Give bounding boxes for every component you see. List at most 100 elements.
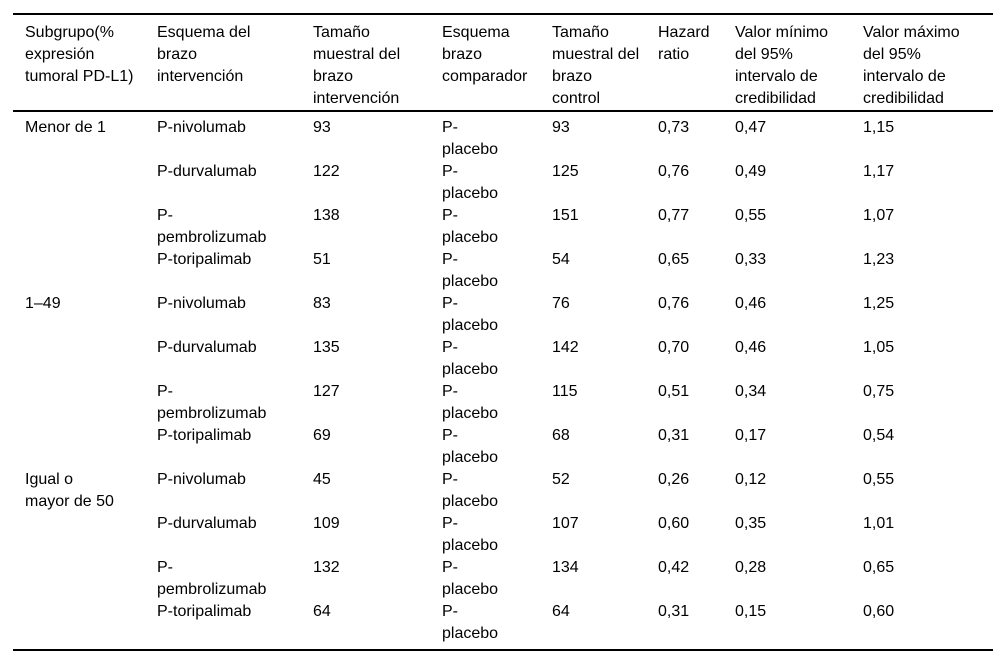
cell-n-control: 151	[552, 207, 579, 224]
cell-hazard-ratio: 0,70	[658, 339, 690, 356]
cell-ci-max: 0,75	[863, 383, 895, 400]
cell-n-intervention: 138	[313, 207, 340, 224]
cell-ci-max: 1,07	[863, 207, 895, 224]
cell-n-intervention: 93	[313, 119, 331, 136]
cell-n-control: 54	[552, 251, 570, 268]
cell-comparator: P- placebo	[442, 251, 499, 290]
column-header-hazard-ratio: Hazard ratio	[646, 14, 723, 112]
table-body: Menor de 1 P-nivolumab 93 P- placebo 93 0,73 0…	[13, 111, 993, 650]
table-row: P- pembrolizumab 132 P- placebo 134 0,42 0,28…	[13, 557, 993, 601]
cell-comparator: P- placebo	[442, 515, 499, 554]
cell-intervention: P-durvalumab	[157, 339, 257, 356]
cell-n-intervention: 51	[313, 251, 331, 268]
cell-subgroup	[13, 601, 145, 650]
cell-ci-max: 1,05	[863, 339, 895, 356]
cell-intervention: P-durvalumab	[157, 163, 257, 180]
cell-subgroup	[13, 381, 145, 425]
cell-subgroup: Menor de 1	[25, 119, 106, 136]
cell-hazard-ratio: 0,31	[658, 603, 690, 620]
cell-ci-min: 0,55	[735, 207, 767, 224]
cell-hazard-ratio: 0,51	[658, 383, 690, 400]
cell-intervention: P- pembrolizumab	[157, 207, 267, 246]
cell-ci-max: 0,60	[863, 603, 895, 620]
cell-subgroup	[13, 205, 145, 249]
cell-comparator: P- placebo	[442, 339, 499, 378]
column-header-ci-max: Valor máximo del 95% intervalo de credib…	[851, 14, 993, 112]
cell-n-intervention: 127	[313, 383, 340, 400]
cell-intervention: P-durvalumab	[157, 515, 257, 532]
cell-comparator: P- placebo	[442, 119, 499, 158]
cell-subgroup	[13, 161, 145, 205]
cell-intervention: P-toripalimab	[157, 427, 252, 444]
column-header-control-sample-size: Tamaño muestral del brazo control	[540, 14, 646, 112]
cell-intervention: P- pembrolizumab	[157, 383, 267, 422]
cell-intervention: P-nivolumab	[157, 471, 246, 488]
cell-hazard-ratio: 0,26	[658, 471, 690, 488]
table-header-row: Subgrupo(% expresión tumoral PD-L1) Esqu…	[13, 14, 993, 112]
cell-n-intervention: 132	[313, 559, 340, 576]
table-row: Igual o mayor de 50 P-nivolumab 45 P- place…	[13, 469, 993, 513]
cell-ci-max: 0,54	[863, 427, 895, 444]
cell-hazard-ratio: 0,77	[658, 207, 690, 224]
cell-comparator: P- placebo	[442, 163, 499, 202]
cell-subgroup: Igual o mayor de 50	[25, 471, 114, 510]
cell-intervention: P-toripalimab	[157, 251, 252, 268]
cell-subgroup	[13, 513, 145, 557]
cell-ci-min: 0,47	[735, 119, 767, 136]
column-header-subgroup: Subgrupo(% expresión tumoral PD-L1)	[13, 14, 145, 112]
cell-hazard-ratio: 0,31	[658, 427, 690, 444]
column-header-intervention-sample-size: Tamaño muestral del brazo intervención	[301, 14, 430, 112]
cell-ci-min: 0,34	[735, 383, 767, 400]
cell-n-intervention: 122	[313, 163, 340, 180]
cell-ci-min: 0,33	[735, 251, 767, 268]
cell-n-intervention: 45	[313, 471, 331, 488]
cell-ci-min: 0,49	[735, 163, 767, 180]
cell-n-control: 52	[552, 471, 570, 488]
table-row: P-toripalimab 51 P- placebo 54 0,65 0,33 1,23	[13, 249, 993, 293]
cell-ci-max: 1,01	[863, 515, 895, 532]
cell-subgroup	[13, 337, 145, 381]
cell-subgroup	[13, 425, 145, 469]
cell-ci-max: 0,65	[863, 559, 895, 576]
cell-n-control: 64	[552, 603, 570, 620]
column-header-intervention-scheme: Esquema del brazo intervención	[145, 14, 301, 112]
cell-hazard-ratio: 0,60	[658, 515, 690, 532]
cell-comparator: P- placebo	[442, 207, 499, 246]
subgroup-analysis-table: Subgrupo(% expresión tumoral PD-L1) Esqu…	[13, 13, 993, 651]
cell-comparator: P- placebo	[442, 383, 499, 422]
cell-hazard-ratio: 0,42	[658, 559, 690, 576]
cell-ci-min: 0,35	[735, 515, 767, 532]
cell-ci-max: 0,55	[863, 471, 895, 488]
cell-hazard-ratio: 0,76	[658, 163, 690, 180]
cell-ci-max: 1,17	[863, 163, 895, 180]
cell-intervention: P-nivolumab	[157, 295, 246, 312]
cell-ci-min: 0,15	[735, 603, 767, 620]
cell-subgroup	[13, 249, 145, 293]
cell-ci-min: 0,46	[735, 339, 767, 356]
cell-n-control: 107	[552, 515, 579, 532]
cell-comparator: P- placebo	[442, 603, 499, 642]
cell-n-intervention: 83	[313, 295, 331, 312]
cell-hazard-ratio: 0,65	[658, 251, 690, 268]
cell-intervention: P-nivolumab	[157, 119, 246, 136]
cell-comparator: P- placebo	[442, 295, 499, 334]
column-header-ci-min: Valor mínimo del 95% intervalo de credib…	[723, 14, 851, 112]
cell-comparator: P- placebo	[442, 559, 499, 598]
cell-intervention: P- pembrolizumab	[157, 559, 267, 598]
cell-ci-max: 1,15	[863, 119, 895, 136]
cell-ci-min: 0,12	[735, 471, 767, 488]
cell-ci-min: 0,28	[735, 559, 767, 576]
table-row: P-durvalumab 109 P- placebo 107 0,60 0,35 1,01	[13, 513, 993, 557]
subgroup-analysis-table-wrap: Subgrupo(% expresión tumoral PD-L1) Esqu…	[13, 13, 993, 651]
cell-n-control: 134	[552, 559, 579, 576]
cell-n-intervention: 135	[313, 339, 340, 356]
table-row: P- pembrolizumab 127 P- placebo 115 0,51 0,34…	[13, 381, 993, 425]
cell-n-control: 125	[552, 163, 579, 180]
cell-n-control: 115	[552, 383, 578, 400]
cell-ci-min: 0,46	[735, 295, 767, 312]
cell-n-control: 142	[552, 339, 579, 356]
cell-ci-min: 0,17	[735, 427, 767, 444]
cell-n-control: 68	[552, 427, 570, 444]
cell-n-control: 93	[552, 119, 570, 136]
cell-ci-max: 1,23	[863, 251, 895, 268]
